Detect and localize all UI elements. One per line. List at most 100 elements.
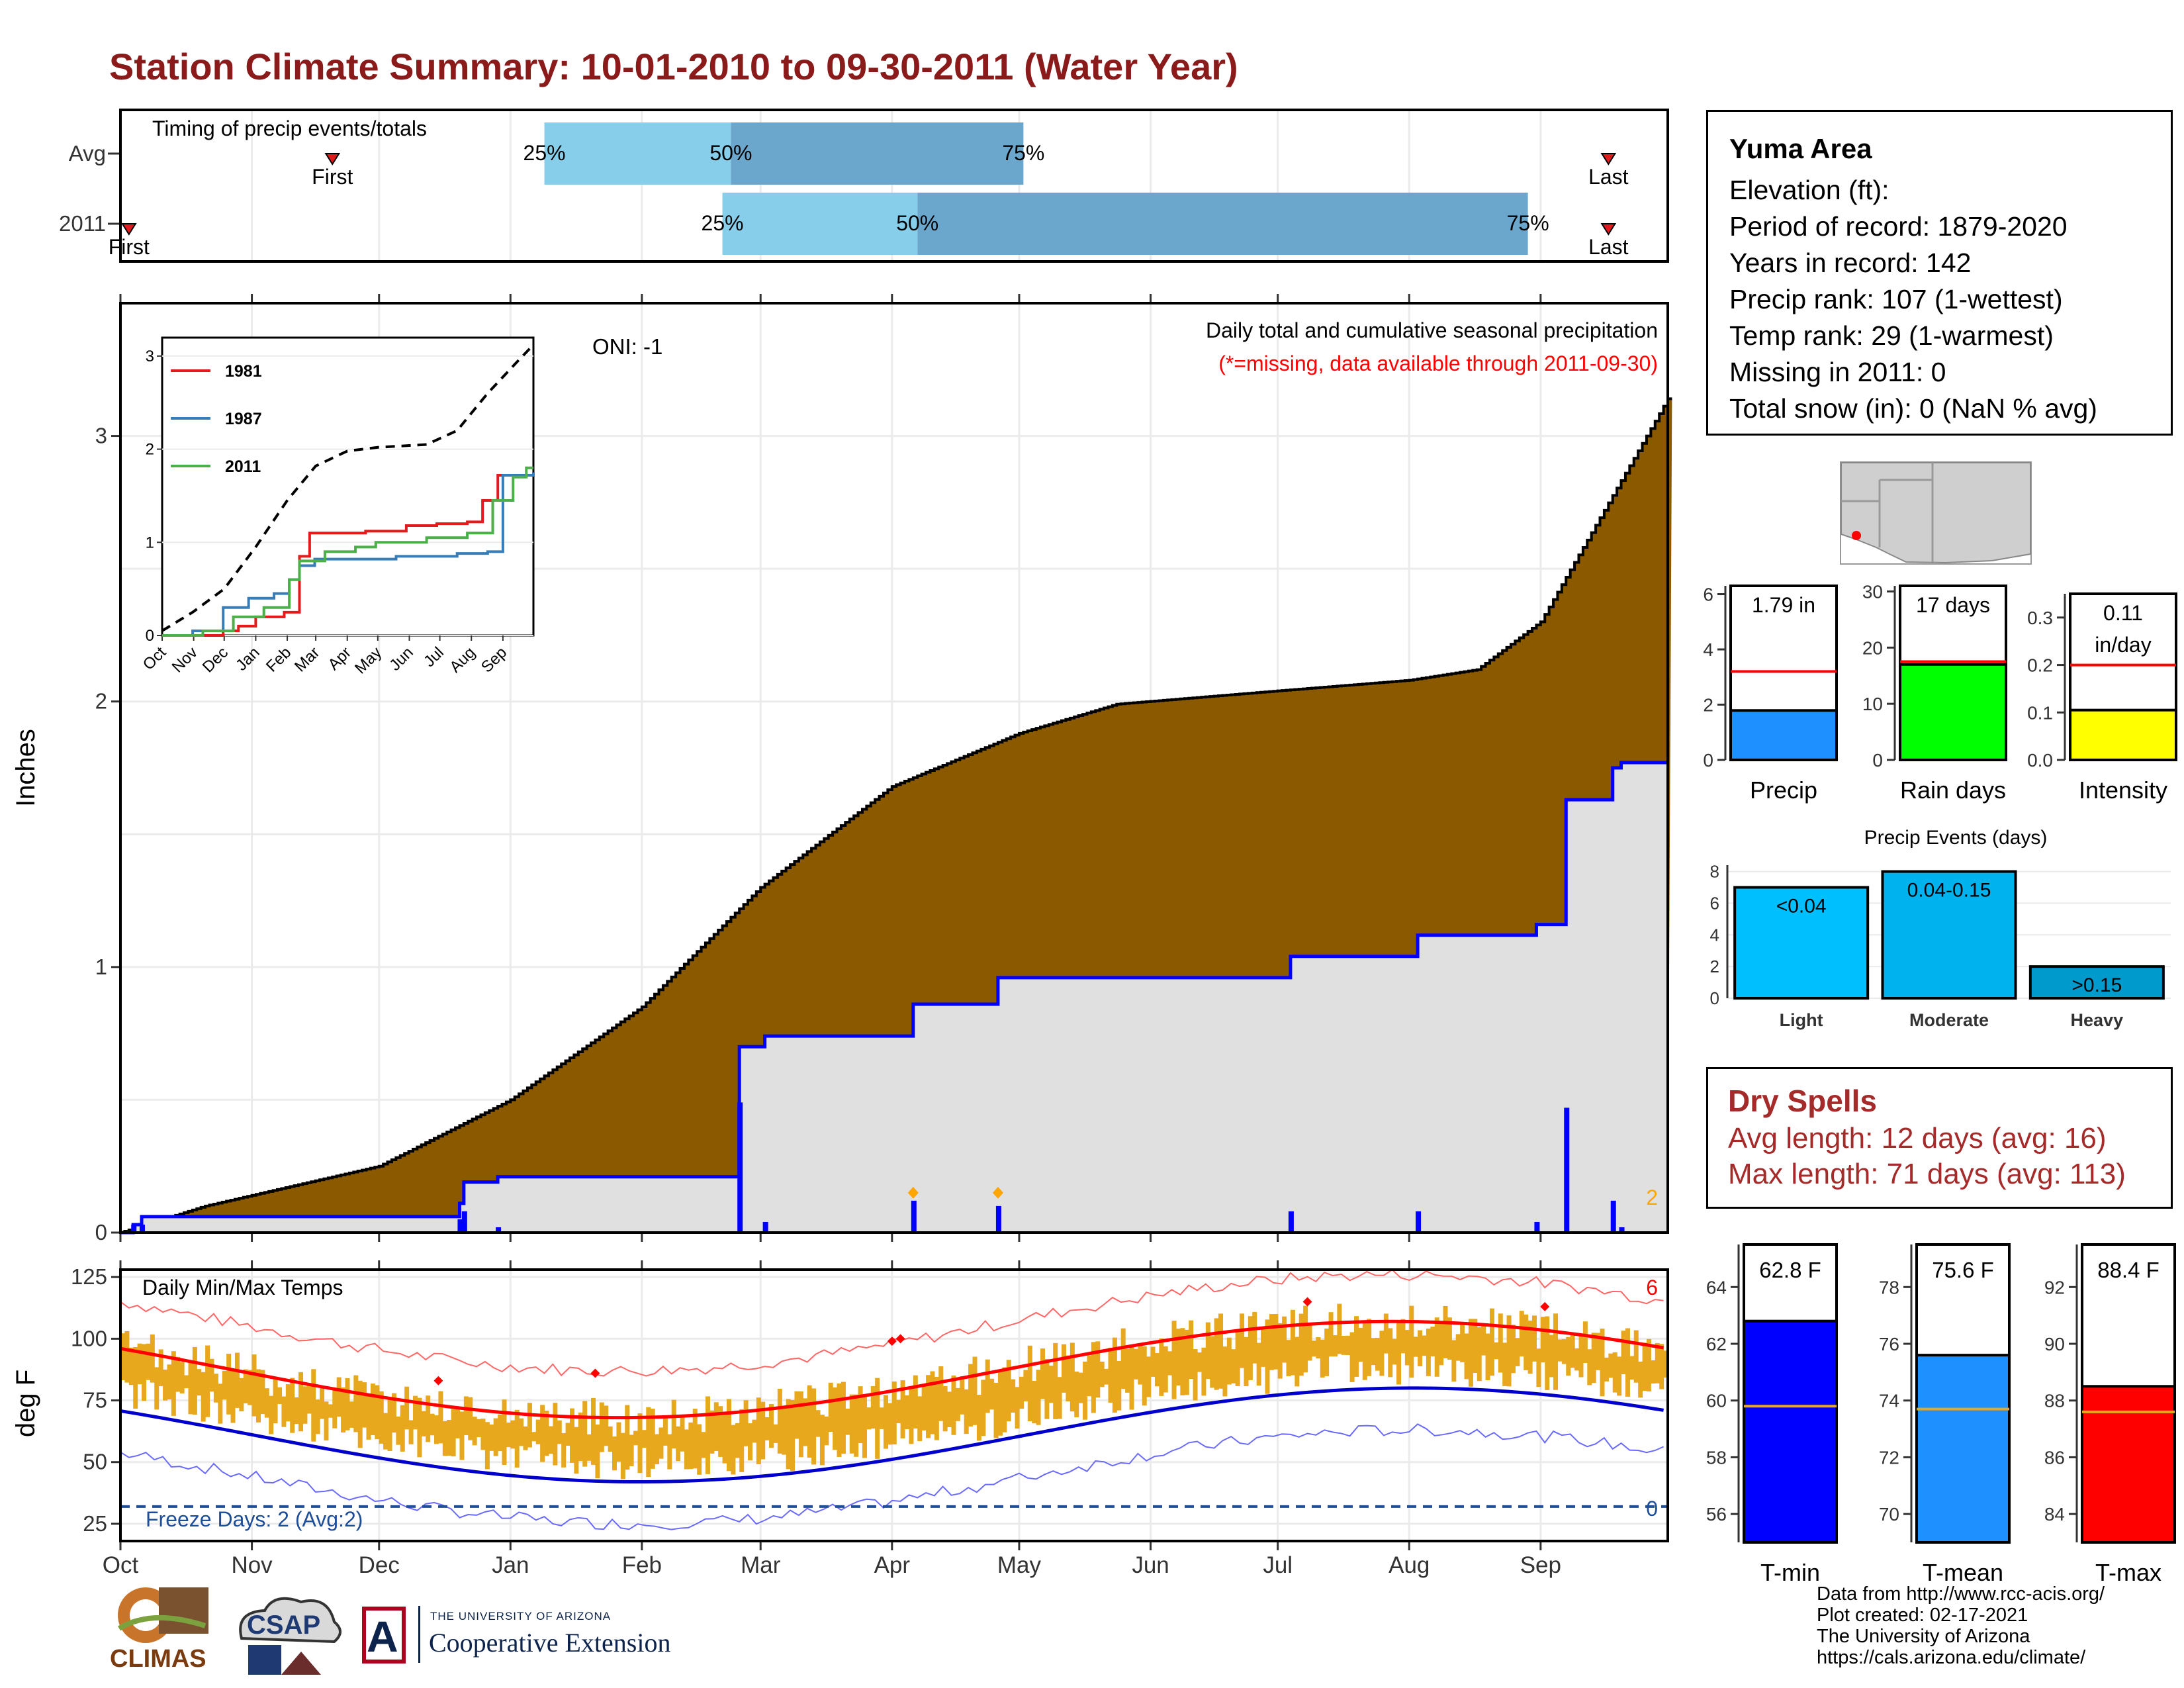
daily-temp-range-bar: [1502, 1342, 1508, 1386]
daily-temp-range-bar: [264, 1388, 269, 1418]
daily-temp-range-bar: [1353, 1316, 1359, 1377]
daily-temp-range-bar: [269, 1395, 274, 1434]
daily-temp-range-bar: [616, 1422, 621, 1462]
daily-temp-range-bar: [426, 1395, 431, 1442]
daily-temp-range-bar: [1040, 1348, 1045, 1399]
daily-precip-bar: [457, 1219, 463, 1233]
daily-temp-range-bar: [1574, 1348, 1580, 1371]
month-label: Feb: [622, 1552, 662, 1578]
map-borders: [1841, 463, 1934, 562]
dry-spells-max: Max length: 71 days (avg: 113): [1728, 1158, 2126, 1190]
daily-temp-range-bar: [370, 1383, 375, 1436]
daily-temp-range-bar: [154, 1367, 159, 1410]
daily-temp-range-bar: [1193, 1349, 1198, 1401]
daily-temp-range-bar: [1248, 1316, 1253, 1380]
heavy-count-label: 2: [1646, 1186, 1658, 1209]
month-label: Sep: [1520, 1552, 1561, 1578]
daily-temp-range-bar: [1418, 1330, 1423, 1367]
daily-temp-range-bar: [561, 1432, 567, 1468]
inset-series-1987: [162, 472, 535, 637]
daily-temp-range-bar: [1197, 1352, 1202, 1372]
daily-temp-range-bar: [896, 1399, 901, 1423]
daily-temp-range-bar: [1091, 1342, 1096, 1413]
timing-row-label: 2011: [59, 211, 106, 236]
timing-bar-q50-q75: [731, 122, 1024, 185]
record-high-marker: [1540, 1301, 1550, 1311]
daily-temp-range-bar: [1175, 1329, 1181, 1385]
daily-precip-bar: [1288, 1211, 1294, 1233]
daily-temp-range-bar: [578, 1412, 583, 1462]
daily-temp-range-bar: [955, 1387, 960, 1421]
daily-temp-range-bar: [1617, 1356, 1622, 1396]
daily-temp-range-bar: [883, 1395, 888, 1449]
daily-temp-range-bar: [349, 1401, 354, 1428]
daily-temp-range-bar: [713, 1402, 719, 1451]
daily-temp-range-bar: [1455, 1334, 1461, 1361]
daily-temp-range-bar: [1557, 1339, 1563, 1362]
daily-temp-range-bar: [726, 1399, 731, 1472]
daily-temp-range-bar: [498, 1414, 503, 1452]
station-missing: Missing in 2011: 0: [1729, 357, 1946, 387]
inset-avg-line: [161, 344, 535, 632]
daily-temp-range-bar: [260, 1370, 265, 1415]
daily-temp-range-bar: [917, 1396, 923, 1442]
precip-ytick-label: 0: [95, 1220, 107, 1244]
daily-temp-range-bar: [1210, 1336, 1215, 1388]
daily-precip-bar: [1534, 1221, 1540, 1233]
daily-temp-range-bar: [786, 1399, 791, 1470]
daily-temp-range-bar: [336, 1377, 341, 1417]
daily-temp-range-bar: [285, 1384, 291, 1422]
month-label: Jan: [492, 1552, 529, 1578]
daily-temp-range-bar: [1150, 1346, 1156, 1377]
daily-temp-range-bar: [735, 1423, 740, 1458]
daily-temp-range-bar: [133, 1346, 138, 1409]
daily-temp-range-bar: [938, 1366, 944, 1421]
daily-temp-range-bar: [1222, 1346, 1228, 1397]
month-label: Jun: [1132, 1552, 1169, 1578]
daily-temp-range-bar: [633, 1430, 639, 1446]
daily-temp-range-bar: [743, 1400, 749, 1446]
daily-temp-range-bar: [807, 1385, 812, 1458]
timing-bar-q25-q50: [722, 193, 918, 255]
daily-temp-range-bar: [179, 1362, 185, 1393]
daily-temp-range-bar: [637, 1413, 643, 1474]
svg-text:CSAP: CSAP: [247, 1611, 320, 1640]
daily-temp-range-bar: [502, 1399, 507, 1465]
tbar-ytick-label: 62: [1706, 1334, 1727, 1354]
daily-temp-range-bar: [1125, 1348, 1130, 1393]
daily-temp-range-bar: [1404, 1330, 1410, 1366]
daily-temp-range-bar: [400, 1405, 405, 1452]
daily-temp-range-bar: [718, 1406, 723, 1457]
daily-temp-range-bar: [341, 1387, 346, 1432]
daily-temp-range-bar: [934, 1376, 939, 1440]
daily-temp-range-bar: [142, 1344, 147, 1401]
daily-temp-range-bar: [1311, 1340, 1316, 1357]
daily-temp-range-bar: [311, 1369, 316, 1442]
inset-ytick-label: 2: [146, 441, 154, 459]
daily-temp-range-bar: [667, 1434, 672, 1470]
precip-caption: Daily total and cumulative seasonal prec…: [1206, 318, 1658, 342]
daily-temp-range-bar: [383, 1413, 388, 1450]
daily-temp-range-bar: [1638, 1361, 1643, 1398]
tbar-ytick-label: 74: [1879, 1391, 1899, 1411]
events-ytick-label: 6: [1710, 893, 1719, 913]
precip-ylabel: Inches: [11, 729, 40, 807]
daily-temp-range-bar: [692, 1409, 698, 1469]
daily-temp-range-bar: [120, 1333, 126, 1381]
daily-temp-range-bar: [1655, 1342, 1660, 1383]
daily-temp-range-bar: [1422, 1335, 1427, 1356]
daily-temp-range-bar: [909, 1387, 914, 1444]
daily-temp-range-bar: [1214, 1318, 1219, 1390]
daily-temp-range-bar: [1062, 1344, 1067, 1393]
daily-temp-range-bar: [748, 1423, 753, 1461]
daily-temp-range-bar: [676, 1426, 681, 1462]
daily-temp-range-bar: [722, 1414, 727, 1464]
daily-temp-range-bar: [248, 1370, 253, 1405]
daily-temp-range-bar: [811, 1388, 817, 1465]
month-label: May: [997, 1552, 1042, 1578]
daily-temp-range-bar: [659, 1427, 664, 1459]
daily-temp-range-bar: [1362, 1321, 1367, 1380]
avg-cumulative-line: [120, 397, 1672, 1234]
daily-temp-range-bar: [1651, 1360, 1656, 1384]
daily-temp-range-bar: [819, 1415, 825, 1466]
